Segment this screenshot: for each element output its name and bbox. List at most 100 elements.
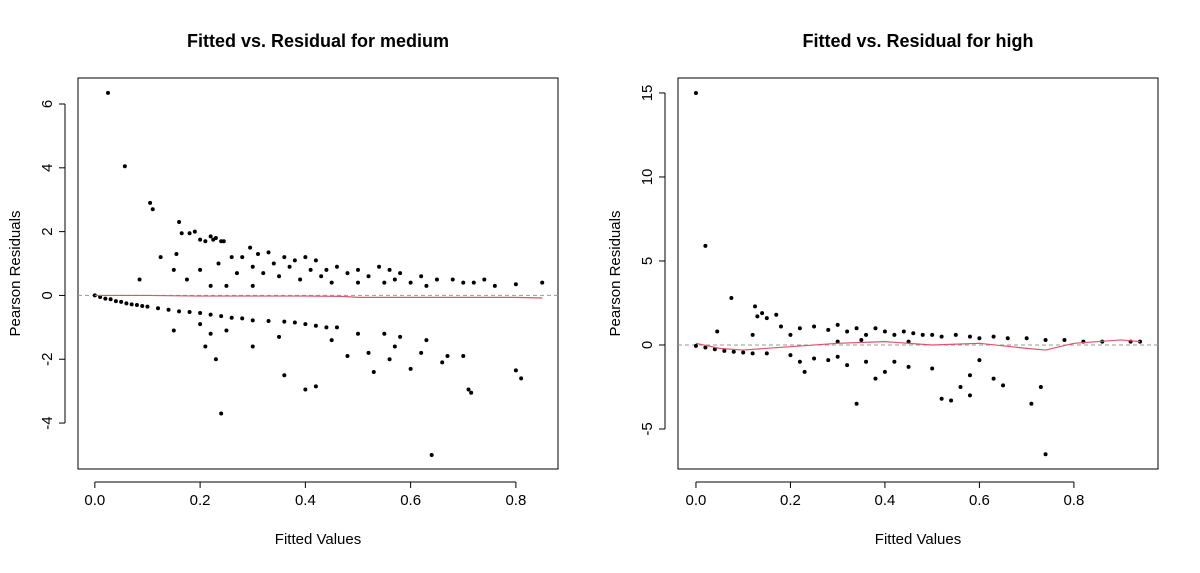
point xyxy=(392,277,397,282)
point xyxy=(930,332,935,337)
point xyxy=(324,267,329,272)
point xyxy=(124,301,129,306)
point xyxy=(208,312,213,317)
point xyxy=(234,271,239,276)
point xyxy=(219,314,224,319)
y-tick-label: 6 xyxy=(39,100,56,108)
point xyxy=(461,280,466,285)
point xyxy=(471,280,476,285)
point xyxy=(967,334,972,339)
point xyxy=(303,387,308,392)
point xyxy=(930,366,935,371)
point xyxy=(224,283,229,288)
point xyxy=(392,344,397,349)
point xyxy=(750,351,755,356)
plot-box xyxy=(677,77,1159,470)
y-tick-label: 4 xyxy=(39,164,56,172)
point xyxy=(203,344,208,349)
point xyxy=(187,310,192,315)
point xyxy=(382,280,387,285)
point xyxy=(939,396,944,401)
point xyxy=(466,387,471,392)
point xyxy=(240,316,245,321)
point xyxy=(171,267,176,272)
point xyxy=(967,393,972,398)
point xyxy=(958,385,963,390)
point xyxy=(434,277,439,282)
point xyxy=(812,356,817,361)
point xyxy=(345,354,350,359)
point xyxy=(731,349,736,354)
x-tick-label: 0.6 xyxy=(400,492,421,509)
point xyxy=(788,332,793,337)
point xyxy=(145,304,150,309)
point xyxy=(835,339,840,344)
point xyxy=(469,390,474,395)
point xyxy=(424,283,429,288)
point xyxy=(303,255,308,260)
point xyxy=(854,326,859,331)
point xyxy=(103,296,108,301)
point xyxy=(1043,337,1048,342)
point xyxy=(901,329,906,334)
point xyxy=(334,325,339,330)
point xyxy=(461,354,466,359)
point xyxy=(250,264,255,269)
point xyxy=(540,280,545,285)
point xyxy=(864,359,869,364)
point xyxy=(345,271,350,276)
y-tick-label: 10 xyxy=(639,169,656,186)
smooth-line xyxy=(695,339,1141,351)
point xyxy=(906,364,911,369)
point xyxy=(1038,385,1043,390)
point xyxy=(753,304,758,309)
point xyxy=(1043,452,1048,457)
point xyxy=(892,332,897,337)
point xyxy=(366,274,371,279)
point xyxy=(371,370,376,375)
point xyxy=(1062,337,1067,342)
point xyxy=(256,251,260,256)
point xyxy=(266,318,271,323)
point xyxy=(177,220,182,225)
point xyxy=(329,338,334,343)
point xyxy=(398,271,403,276)
point xyxy=(797,359,802,364)
point xyxy=(755,314,760,319)
point xyxy=(741,350,746,355)
x-tick-label: 0.4 xyxy=(295,492,316,509)
point xyxy=(334,264,339,269)
y-tick-label: 0 xyxy=(639,341,656,349)
point xyxy=(198,237,203,242)
point xyxy=(266,250,271,255)
point xyxy=(788,353,793,358)
point xyxy=(282,255,287,260)
x-tick-label: 0.0 xyxy=(84,492,105,509)
x-axis-label: Fitted Values xyxy=(875,531,961,548)
point xyxy=(224,328,229,333)
y-axis-label: Pearson Residuals xyxy=(607,211,624,337)
point xyxy=(991,334,996,339)
point xyxy=(797,326,802,331)
point xyxy=(408,366,413,371)
point xyxy=(292,258,297,263)
point xyxy=(722,348,727,353)
point xyxy=(1005,336,1010,341)
point xyxy=(108,297,113,302)
y-tick-label: 5 xyxy=(639,257,656,265)
point xyxy=(835,322,840,327)
y-tick-label: 0 xyxy=(39,291,56,299)
y-tick-label: 15 xyxy=(639,85,656,102)
point xyxy=(873,326,878,331)
point xyxy=(271,261,276,266)
chart-title: Fitted vs. Residual for high xyxy=(802,31,1033,51)
point xyxy=(778,324,783,329)
point xyxy=(398,334,403,339)
point xyxy=(882,329,887,334)
point xyxy=(122,164,127,169)
point xyxy=(382,331,387,336)
point xyxy=(729,295,734,300)
point xyxy=(693,90,698,95)
point xyxy=(313,258,318,263)
